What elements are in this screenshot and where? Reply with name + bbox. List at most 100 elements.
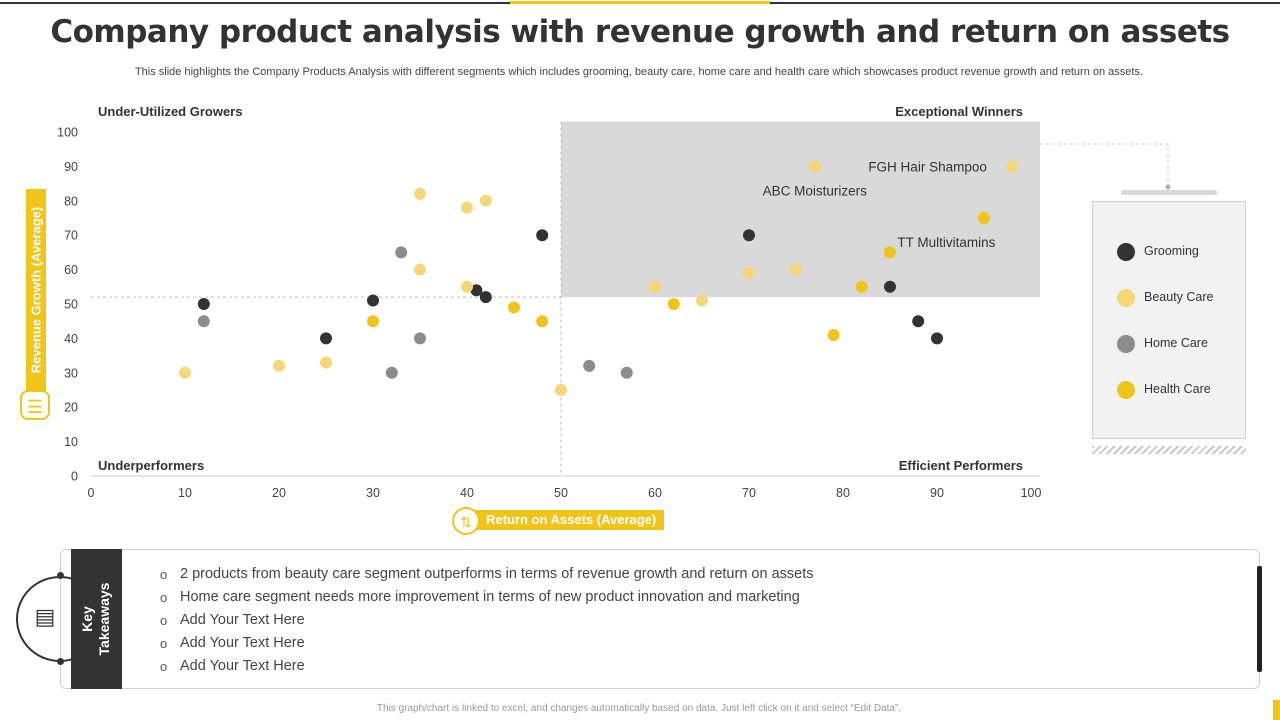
data-point-grooming	[931, 332, 943, 345]
y-tick-label: 60	[64, 263, 78, 277]
data-point-beauty-care	[273, 359, 285, 372]
data-point-beauty-care	[555, 384, 567, 396]
legend-connector	[1040, 143, 1169, 186]
y-tick-label: 90	[64, 160, 78, 174]
data-point-health-care	[667, 298, 680, 310]
notepad-icon: ▤	[30, 602, 60, 632]
data-point-health-care	[978, 212, 990, 224]
legend-label: Beauty Care	[1144, 290, 1214, 304]
x-tick-label: 90	[930, 486, 944, 500]
arc-dot-bottom	[57, 658, 64, 665]
legend-swatch	[1117, 335, 1135, 353]
x-axis-label: Return on Assets (Average)	[474, 510, 665, 530]
legend-swatch	[1117, 289, 1135, 307]
takeaways-scrollbar[interactable]	[1257, 566, 1262, 672]
y-tick-label: 100	[57, 126, 78, 140]
x-tick-label: 100	[1021, 486, 1042, 500]
y-tick-label: 30	[64, 366, 78, 380]
data-point-home-care	[385, 366, 398, 379]
data-point-grooming	[479, 291, 492, 304]
y-tick-label: 70	[64, 229, 78, 243]
page-title: Company product analysis with revenue gr…	[50, 14, 1230, 50]
data-point-beauty-care	[808, 160, 821, 173]
takeaway-item: Add Your Text Here	[160, 609, 813, 632]
takeaways-list: 2 products from beauty care segment outp…	[160, 563, 813, 678]
takeaways-sidebar	[71, 549, 122, 689]
data-point-health-care	[855, 280, 868, 293]
data-point-beauty-care	[790, 263, 802, 276]
data-point-health-care	[827, 328, 840, 341]
scatter-chart: 0 10 20 30 40 50 60 70 80 90 100 0 10 20 30 40 50 60 70 80 9…	[57, 104, 1171, 500]
data-point-beauty-care	[479, 194, 492, 207]
quadrant-label-top-right: Exceptional Winners	[895, 104, 1023, 119]
data-point-health-care	[536, 315, 549, 328]
data-point-beauty-care	[1006, 160, 1019, 173]
data-point-beauty-care	[696, 294, 708, 307]
legend-connector-dot	[1165, 184, 1171, 190]
data-point-home-care	[197, 315, 210, 328]
data-point-grooming	[470, 284, 483, 297]
data-point-health-care	[508, 301, 520, 314]
x-tick-label: 60	[648, 486, 662, 500]
data-point-home-care	[414, 332, 426, 345]
y-tick-label: 50	[64, 298, 78, 312]
data-point-beauty-care	[461, 280, 473, 293]
legend-swatch	[1117, 381, 1135, 399]
quadrant-label-bottom-right: Efficient Performers	[899, 458, 1023, 473]
data-point-grooming	[367, 294, 379, 307]
y-tick-label: 20	[64, 401, 78, 415]
legend-label: Home Care	[1144, 336, 1208, 350]
data-point-home-care	[395, 246, 408, 259]
x-tick-label: 10	[178, 486, 192, 500]
bar-chart-icon: ☰	[20, 390, 50, 420]
legend-hatch-decoration	[1092, 446, 1246, 454]
y-axis-label: Revenue Growth (Average)	[28, 206, 44, 374]
legend-label: Grooming	[1144, 244, 1199, 258]
quadrant-label-bottom-left: Underperformers	[98, 458, 204, 473]
takeaway-item: Add Your Text Here	[160, 655, 813, 678]
point-annotation: ABC Moisturizers	[763, 183, 868, 198]
x-tick-label: 40	[460, 486, 474, 500]
takeaways-title-line1: Key	[79, 606, 95, 632]
takeaway-item: Add Your Text Here	[160, 632, 813, 655]
x-tick-label: 30	[366, 486, 380, 500]
corner-accent	[1273, 700, 1280, 720]
y-tick-label: 10	[64, 435, 78, 449]
data-point-beauty-care	[320, 356, 332, 369]
data-point-health-care	[367, 315, 379, 328]
legend-swatch	[1117, 243, 1135, 261]
footer-note: This graph/chart is linked to excel, and…	[376, 703, 902, 714]
top-rule-left	[0, 2, 510, 4]
x-tick-label: 20	[272, 486, 286, 500]
takeaways-title: Key Takeaways	[79, 583, 113, 656]
data-point-beauty-care	[461, 201, 473, 214]
arc-dot-top	[57, 572, 64, 579]
quadrant-label-top-left: Under-Utilized Growers	[98, 104, 242, 119]
data-point-beauty-care	[649, 280, 661, 293]
takeaway-item: Home care segment needs more improvement…	[160, 586, 813, 609]
y-axis-label-box	[26, 189, 46, 391]
data-point-health-care	[884, 246, 896, 259]
data-point-grooming	[536, 229, 549, 242]
data-point-beauty-care	[414, 263, 426, 276]
data-point-grooming	[912, 315, 925, 328]
data-point-grooming	[320, 332, 332, 345]
data-point-grooming	[743, 229, 755, 242]
y-tick-label: 40	[64, 332, 78, 346]
x-tick-label: 0	[88, 486, 95, 500]
data-point-beauty-care	[743, 267, 755, 280]
data-point-home-care	[583, 359, 596, 372]
y-tick-label: 0	[71, 470, 78, 484]
x-tick-label: 70	[742, 486, 756, 500]
legend: Grooming Beauty Care Home Care Health Ca…	[1092, 201, 1246, 439]
data-point-grooming	[197, 298, 210, 310]
data-point-grooming	[884, 280, 896, 293]
page-subtitle: This slide highlights the Company Produc…	[134, 66, 1144, 78]
legend-hanger-bar	[1121, 190, 1217, 195]
data-point-home-care	[620, 366, 633, 379]
top-rule-accent	[510, 1, 770, 4]
x-tick-label: 50	[554, 486, 568, 500]
data-point-beauty-care	[179, 366, 191, 379]
legend-label: Health Care	[1144, 382, 1211, 396]
y-tick-label: 80	[64, 194, 78, 208]
